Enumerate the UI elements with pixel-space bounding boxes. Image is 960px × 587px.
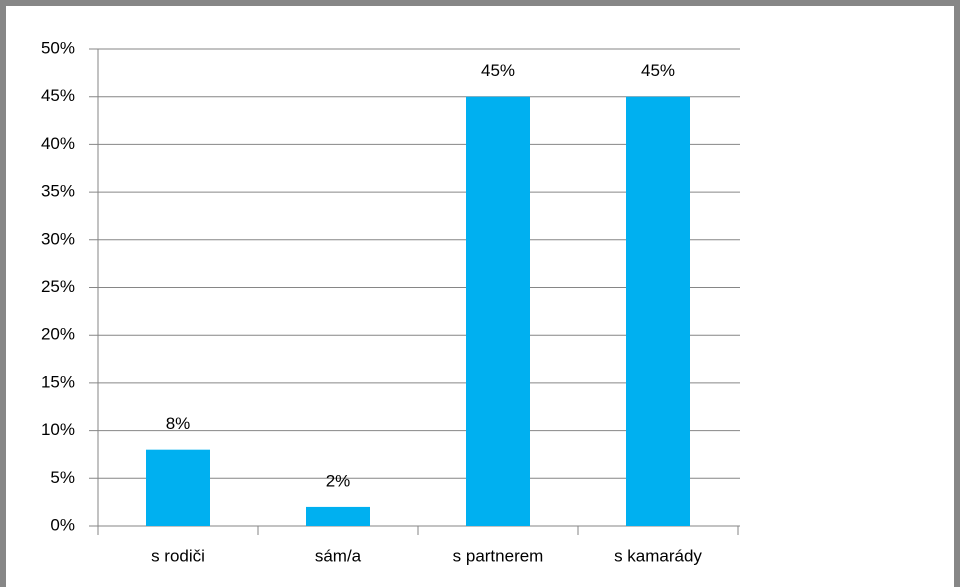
bar [306,506,370,526]
bar [626,96,690,526]
bar [146,449,210,526]
x-tick-label: sám/a [315,546,362,565]
y-tick-label: 15% [41,372,75,391]
data-label: 8% [166,414,191,433]
bar [466,96,530,526]
y-tick-label: 35% [41,182,75,201]
y-tick-label: 40% [41,134,75,153]
data-label: 2% [326,471,351,490]
y-tick-label: 20% [41,325,75,344]
y-tick-label: 25% [41,277,75,296]
y-tick-label: 45% [41,86,75,105]
y-tick-label: 0% [50,515,75,534]
y-tick-label: 10% [41,420,75,439]
x-tick-label: s partnerem [453,546,544,565]
x-tick-label: s kamarády [614,546,702,565]
y-tick-label: 30% [41,229,75,248]
y-tick-label: 5% [50,468,75,487]
x-tick-label: s rodiči [151,546,205,565]
data-label: 45% [481,61,515,80]
y-tick-label: 50% [41,38,75,57]
data-label: 45% [641,61,675,80]
